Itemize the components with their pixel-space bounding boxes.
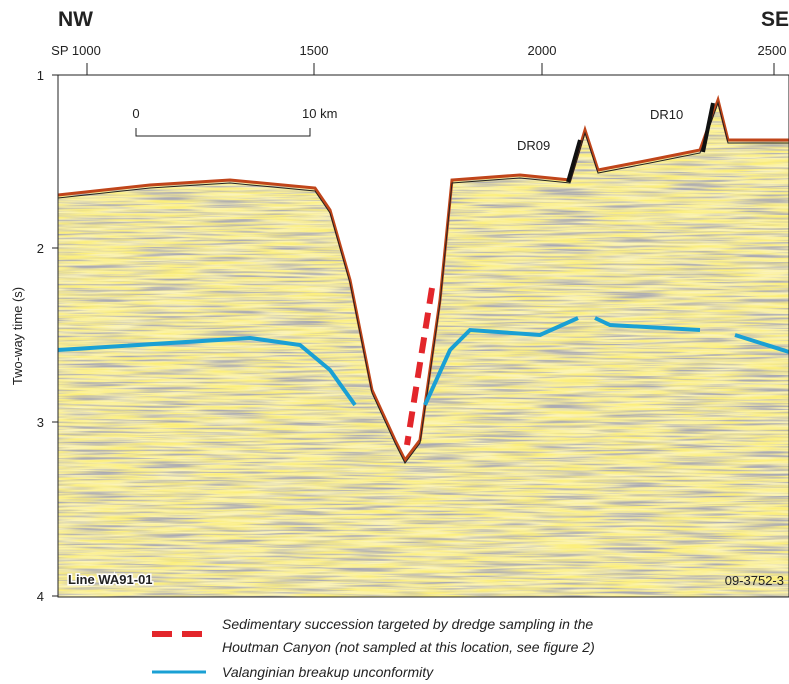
tick-label: 2000 bbox=[528, 43, 557, 58]
top-axis: SP 1000 1500 2000 2500 bbox=[51, 43, 786, 75]
scale-start: 0 bbox=[132, 106, 139, 121]
axis-label: Two-way time (s) bbox=[10, 287, 25, 385]
dr10-marker bbox=[701, 102, 715, 153]
tick-label: 1 bbox=[37, 68, 44, 83]
legend-text: Sedimentary succession targeted by dredg… bbox=[222, 616, 593, 632]
tick-label: 2 bbox=[37, 241, 44, 256]
breakup-unconformity bbox=[57, 316, 789, 407]
scale-line bbox=[135, 128, 311, 137]
legend: Sedimentary succession targeted by dredg… bbox=[152, 616, 595, 680]
header-left: NW bbox=[58, 8, 93, 31]
scale-bar: 0 10 km bbox=[132, 106, 337, 137]
dr09-marker bbox=[566, 139, 582, 183]
legend-text: Houtman Canyon (not sampled at this loca… bbox=[222, 639, 595, 655]
tick-label: SP 1000 bbox=[51, 43, 101, 58]
dr10-label: DR10 bbox=[650, 107, 683, 122]
line-name: Line WA91-01 bbox=[68, 572, 153, 587]
tick-label: 4 bbox=[37, 589, 44, 604]
tick-label: 3 bbox=[37, 415, 44, 430]
seafloor-reflector-dark bbox=[57, 101, 789, 464]
tick-label: 2500 bbox=[758, 43, 787, 58]
header-right: SE bbox=[761, 8, 789, 31]
left-axis: 1 2 3 4 Two-way time (s) bbox=[10, 68, 58, 604]
dredge-succession bbox=[404, 287, 435, 446]
legend-text: Valanginian breakup unconformity bbox=[222, 664, 434, 680]
frame bbox=[57, 74, 789, 598]
scale-end: 10 km bbox=[302, 106, 337, 121]
dr09-label: DR09 bbox=[517, 138, 550, 153]
tick-label: 1500 bbox=[300, 43, 329, 58]
figure-id: 09-3752-3 bbox=[725, 573, 784, 588]
